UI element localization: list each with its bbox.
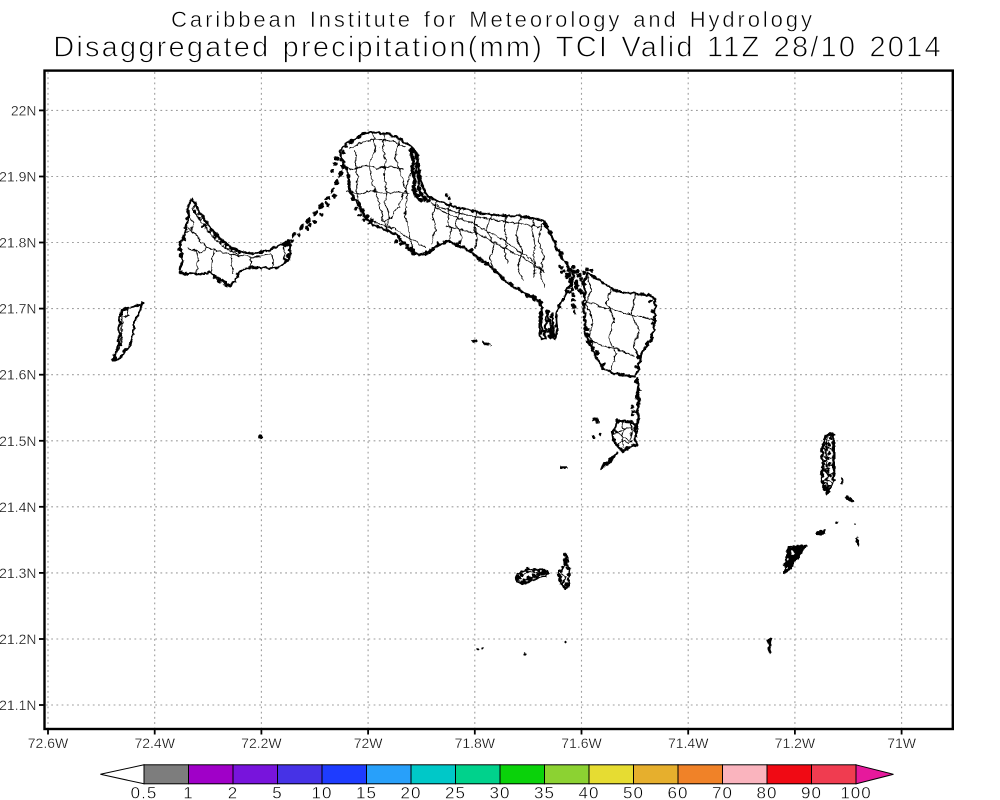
svg-text:50: 50: [623, 784, 644, 800]
svg-text:35: 35: [534, 784, 555, 800]
svg-text:21.7N: 21.7N: [0, 301, 37, 317]
svg-text:1: 1: [183, 784, 193, 800]
svg-text:71.2W: 71.2W: [775, 735, 816, 751]
svg-text:72.2W: 72.2W: [241, 735, 282, 751]
svg-text:20: 20: [401, 784, 422, 800]
svg-text:22N: 22N: [11, 102, 37, 118]
svg-text:Disaggregated precipitation(mm: Disaggregated precipitation(mm) TCI Vali…: [53, 32, 943, 64]
svg-text:21.9N: 21.9N: [0, 169, 37, 185]
svg-text:100: 100: [840, 784, 871, 800]
svg-text:21.3N: 21.3N: [0, 565, 37, 581]
svg-text:80: 80: [757, 784, 778, 800]
svg-text:Caribbean Institute for Meteor: Caribbean Institute for Meteorology and …: [171, 7, 815, 32]
svg-text:71W: 71W: [887, 735, 917, 751]
svg-text:21.4N: 21.4N: [0, 499, 37, 515]
svg-text:21.1N: 21.1N: [0, 697, 37, 713]
svg-text:21.5N: 21.5N: [0, 433, 37, 449]
svg-text:72.6W: 72.6W: [28, 735, 69, 751]
svg-text:21.2N: 21.2N: [0, 631, 37, 647]
svg-text:71.8W: 71.8W: [455, 735, 496, 751]
svg-text:71.6W: 71.6W: [561, 735, 602, 751]
svg-text:70: 70: [712, 784, 733, 800]
svg-text:5: 5: [272, 784, 282, 800]
svg-text:40: 40: [579, 784, 600, 800]
svg-text:72.4W: 72.4W: [134, 735, 175, 751]
svg-text:25: 25: [445, 784, 466, 800]
svg-text:0.5: 0.5: [131, 784, 158, 800]
svg-text:72W: 72W: [354, 735, 384, 751]
svg-text:15: 15: [356, 784, 377, 800]
svg-text:71.4W: 71.4W: [668, 735, 709, 751]
svg-text:21.8N: 21.8N: [0, 235, 37, 251]
svg-text:60: 60: [668, 784, 689, 800]
svg-text:10: 10: [312, 784, 333, 800]
svg-text:90: 90: [801, 784, 822, 800]
svg-text:30: 30: [490, 784, 511, 800]
svg-text:21.6N: 21.6N: [0, 367, 37, 383]
svg-text:2: 2: [228, 784, 238, 800]
